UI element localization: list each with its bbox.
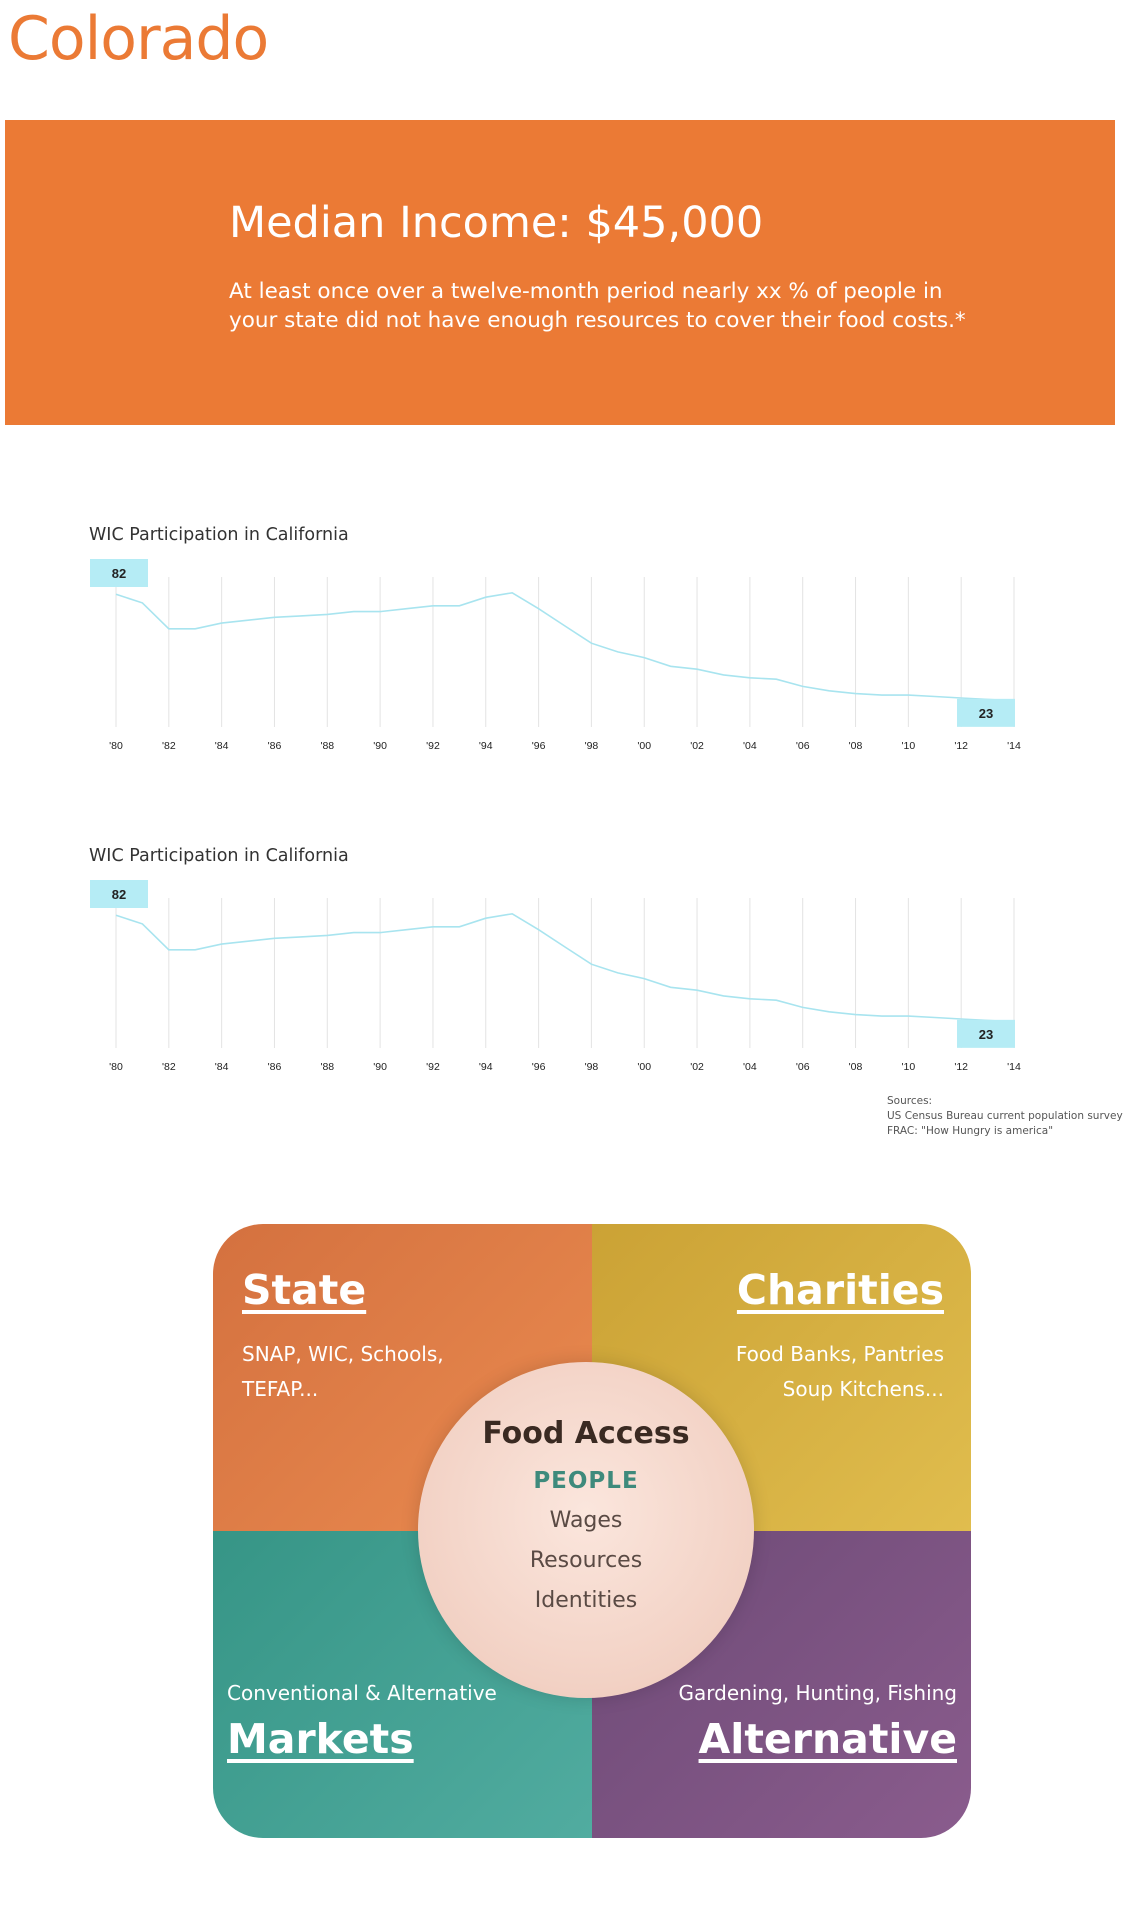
x-tick-label: '00 xyxy=(637,1061,651,1073)
x-tick-label: '82 xyxy=(162,1061,176,1073)
x-tick-label: '96 xyxy=(532,1061,546,1073)
people-label: PEOPLE xyxy=(533,1468,639,1494)
x-tick-label: '14 xyxy=(1007,1061,1021,1073)
wic-line-chart-1: '80 '82 '84 '86 '88 '90 '92 '94 '96 '98 '00 '02 '04 '… xyxy=(90,559,1021,752)
x-tick-label: '90 xyxy=(373,740,387,752)
data-label: 23 xyxy=(979,706,993,721)
x-tick-label: '86 xyxy=(268,740,282,752)
data-label: 23 xyxy=(979,1027,993,1042)
x-tick-label: '90 xyxy=(373,1061,387,1073)
markets-subtitle: Conventional & Alternative xyxy=(227,1681,497,1705)
wic-line-chart-2: '80 '82 '84 '86 '88 '90 '92 '94 '96 '98 '00 '02 '04 '… xyxy=(90,880,1021,1073)
x-tick-label: '02 xyxy=(690,740,704,752)
x-tick-label: '98 xyxy=(585,1061,599,1073)
data-label-box xyxy=(957,698,1015,727)
x-tick-label: '10 xyxy=(902,740,916,752)
charities-line: Soup Kitchens... xyxy=(782,1377,944,1401)
x-tick-label: '06 xyxy=(796,1061,810,1073)
center-item: Wages xyxy=(549,1508,623,1533)
state-line: TEFAP... xyxy=(242,1377,319,1401)
data-label-box xyxy=(90,559,148,587)
x-tick-label: '00 xyxy=(637,740,651,752)
alternative-subtitle: Gardening, Hunting, Fishing xyxy=(678,1681,957,1705)
data-label: 82 xyxy=(112,566,126,581)
source-item: FRAC: "How Hungry is america" xyxy=(887,1125,1054,1137)
data-label-box xyxy=(90,880,148,908)
sources-note: Sources: US Census Bureau current popula… xyxy=(887,1094,1123,1139)
food-access-circle: Food Access PEOPLE Wages Resources Ident… xyxy=(418,1362,754,1698)
x-tick-label: '94 xyxy=(479,740,493,752)
x-tick-label: '84 xyxy=(215,740,229,752)
wic-participation-line xyxy=(115,591,1015,702)
wic-participation-line xyxy=(115,912,1015,1023)
x-tick-label: '98 xyxy=(585,740,599,752)
x-tick-label: '04 xyxy=(743,740,757,752)
x-tick-label: '02 xyxy=(690,1061,704,1073)
x-tick-label: '12 xyxy=(954,740,968,752)
x-tick-label: '84 xyxy=(215,1061,229,1073)
x-tick-label: '86 xyxy=(268,1061,282,1073)
x-tick-label: '08 xyxy=(849,1061,863,1073)
x-tick-label: '88 xyxy=(320,740,334,752)
page-title: Colorado xyxy=(8,4,269,74)
x-tick-label: '82 xyxy=(162,740,176,752)
x-tick-label: '92 xyxy=(426,1061,440,1073)
x-tick-label: '92 xyxy=(426,740,440,752)
x-tick-label: '80 xyxy=(109,740,123,752)
chart-title: WIC Participation in California xyxy=(89,525,349,545)
markets-title: Markets xyxy=(227,1715,414,1763)
source-item: US Census Bureau current population surv… xyxy=(887,1110,1123,1122)
x-tick-label: '88 xyxy=(320,1061,334,1073)
charities-title: Charities xyxy=(736,1266,944,1314)
x-tick-label: '10 xyxy=(902,1061,916,1073)
charities-line: Food Banks, Pantries xyxy=(735,1342,944,1366)
center-item: Identities xyxy=(534,1588,638,1613)
x-tick-label: '94 xyxy=(479,1061,493,1073)
x-tick-label: '12 xyxy=(954,1061,968,1073)
chart-title: WIC Participation in California xyxy=(89,846,349,866)
data-label-box xyxy=(957,1019,1015,1048)
x-tick-label: '08 xyxy=(849,740,863,752)
food-access-title: Food Access xyxy=(482,1416,690,1451)
food-insecurity-text: At least once over a twelve-month period… xyxy=(229,279,966,333)
median-income-heading: Median Income: $45,000 xyxy=(229,198,764,248)
state-title: State xyxy=(242,1266,367,1314)
wic-chart-1: WIC Participation in California '80'82'8… xyxy=(0,525,1135,765)
x-tick-label: '06 xyxy=(796,740,810,752)
x-tick-label: '96 xyxy=(532,740,546,752)
alternative-title: Alternative xyxy=(698,1715,957,1763)
wic-chart-2: WIC Participation in California '80'82'8… xyxy=(0,846,1135,1086)
sources-heading: Sources: xyxy=(887,1095,933,1107)
median-income-banner: Median Income: $45,000 At least once ove… xyxy=(5,120,1115,425)
x-tick-label: '80 xyxy=(109,1061,123,1073)
x-tick-label: '14 xyxy=(1007,740,1021,752)
state-line: SNAP, WIC, Schools, xyxy=(242,1342,444,1366)
x-tick-label: '04 xyxy=(743,1061,757,1073)
data-label: 82 xyxy=(112,887,126,902)
center-item: Resources xyxy=(529,1548,643,1573)
